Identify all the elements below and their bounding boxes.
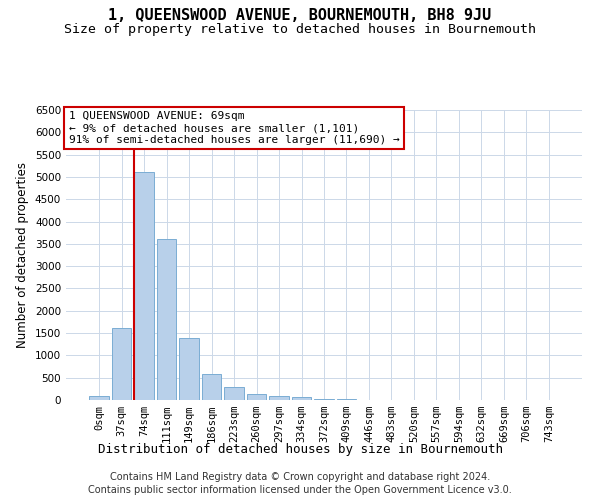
Bar bbox=[157, 240, 176, 400]
Text: Size of property relative to detached houses in Bournemouth: Size of property relative to detached ho… bbox=[64, 22, 536, 36]
Bar bbox=[179, 338, 199, 400]
Bar bbox=[224, 386, 244, 400]
Text: Contains HM Land Registry data © Crown copyright and database right 2024.: Contains HM Land Registry data © Crown c… bbox=[110, 472, 490, 482]
Bar bbox=[202, 374, 221, 400]
Bar bbox=[292, 398, 311, 400]
Text: Contains public sector information licensed under the Open Government Licence v3: Contains public sector information licen… bbox=[88, 485, 512, 495]
Bar bbox=[89, 396, 109, 400]
Bar bbox=[134, 172, 154, 400]
Bar bbox=[247, 394, 266, 400]
Bar bbox=[314, 398, 334, 400]
Bar bbox=[112, 328, 131, 400]
Text: Distribution of detached houses by size in Bournemouth: Distribution of detached houses by size … bbox=[97, 442, 503, 456]
Text: 1 QUEENSWOOD AVENUE: 69sqm
← 9% of detached houses are smaller (1,101)
91% of se: 1 QUEENSWOOD AVENUE: 69sqm ← 9% of detac… bbox=[68, 112, 400, 144]
Text: 1, QUEENSWOOD AVENUE, BOURNEMOUTH, BH8 9JU: 1, QUEENSWOOD AVENUE, BOURNEMOUTH, BH8 9… bbox=[109, 8, 491, 22]
Bar bbox=[269, 396, 289, 400]
Y-axis label: Number of detached properties: Number of detached properties bbox=[16, 162, 29, 348]
